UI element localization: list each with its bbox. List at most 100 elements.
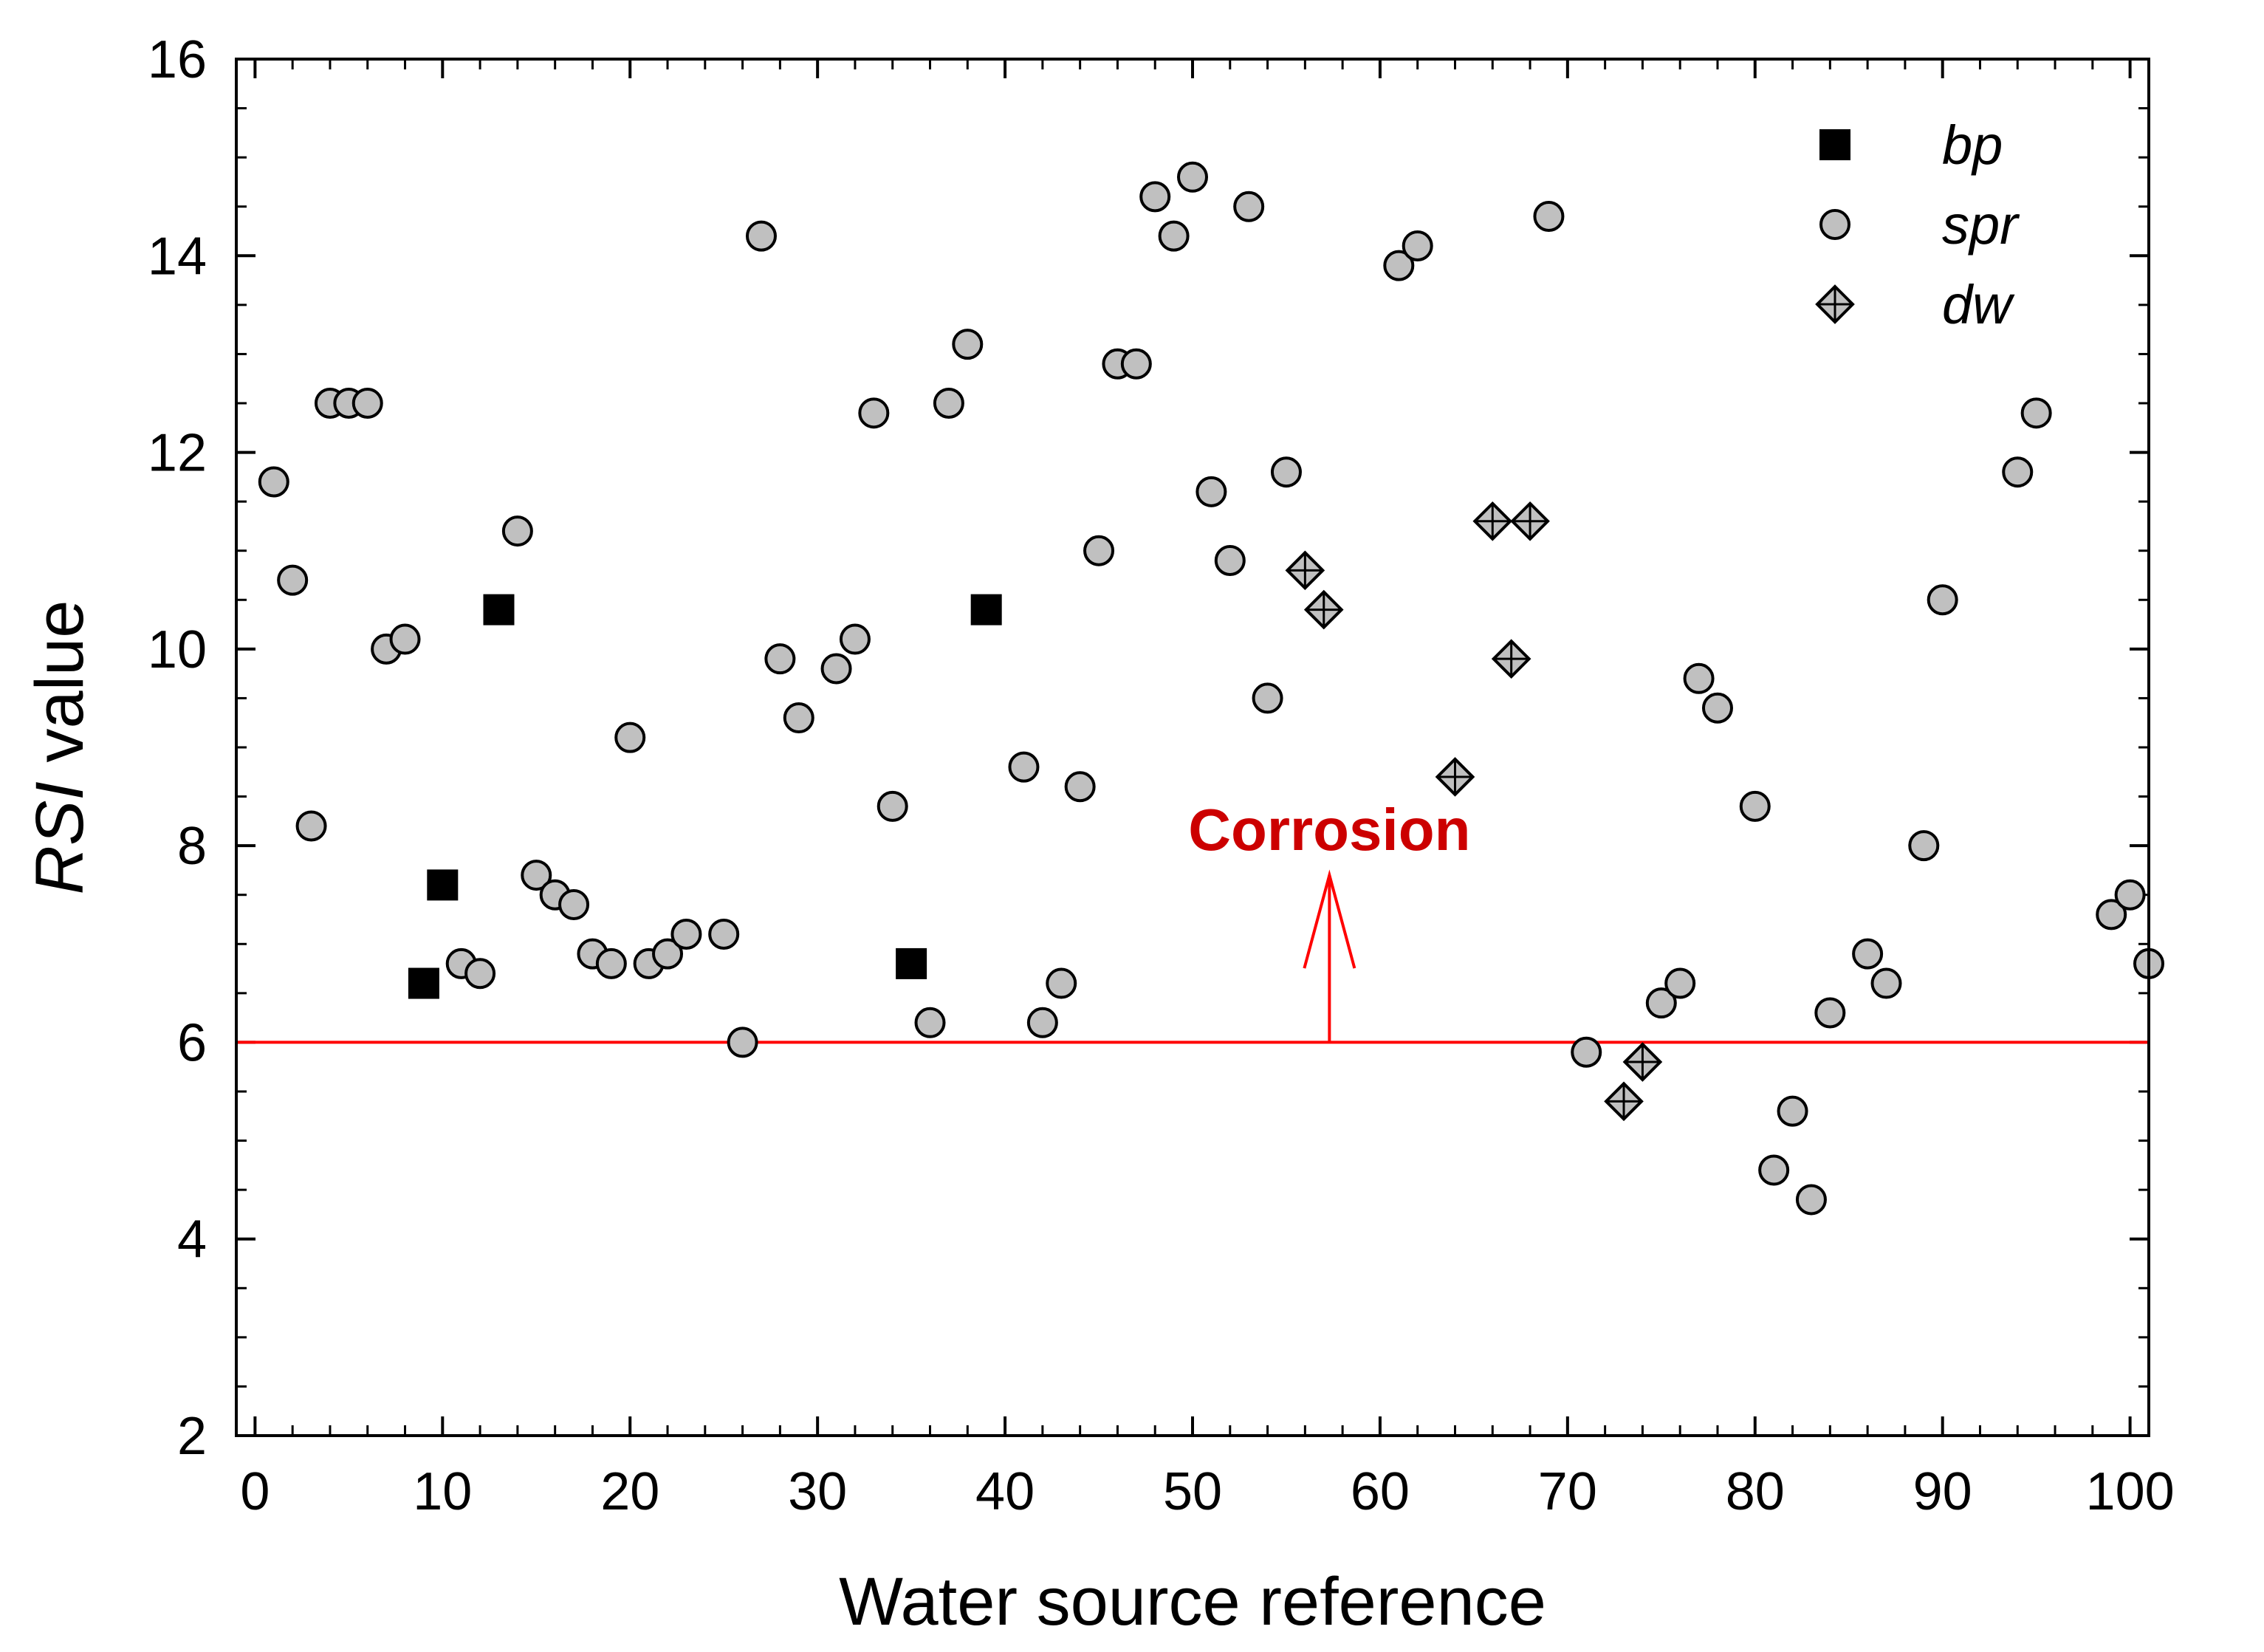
point-dw	[1622, 1042, 1663, 1082]
point-bp	[483, 594, 515, 626]
x-tick-label: 80	[1726, 1462, 1785, 1521]
point-dw	[1472, 501, 1513, 541]
point-spr	[1214, 545, 1246, 577]
point-spr	[464, 958, 496, 990]
point-spr	[1046, 967, 1077, 999]
point-spr	[1270, 456, 1302, 488]
point-spr	[558, 889, 590, 921]
point-spr	[258, 466, 289, 498]
point-spr	[1571, 1036, 1602, 1068]
point-spr	[877, 790, 908, 822]
point-dw	[1285, 550, 1325, 591]
point-spr	[708, 918, 740, 950]
legend-markers	[1815, 129, 1855, 324]
y-axis-title: RSI value	[22, 600, 97, 895]
point-spr	[2096, 899, 2127, 930]
point-spr	[1064, 771, 1096, 803]
point-spr	[351, 388, 383, 419]
point-bp	[427, 869, 459, 901]
point-dw	[1435, 757, 1475, 797]
point-spr	[858, 397, 890, 429]
point-spr	[1683, 662, 1715, 694]
x-tick-label: 90	[1913, 1462, 1972, 1521]
y-tick-label: 10	[148, 620, 207, 679]
point-spr	[914, 1007, 946, 1038]
point-spr	[1196, 476, 1227, 507]
point-spr	[1383, 250, 1415, 281]
point-spr	[501, 515, 533, 547]
point-dw	[1604, 1081, 1644, 1122]
legend: bp spr dw	[1815, 114, 2020, 335]
point-bp	[408, 967, 439, 999]
point-spr	[1252, 682, 1283, 714]
point-spr	[2020, 397, 2052, 429]
point-bp	[896, 947, 927, 979]
point-dw	[1491, 639, 1531, 679]
y-tick-label: 6	[177, 1013, 207, 1072]
x-tick-label: 100	[2086, 1462, 2175, 1521]
point-spr	[1120, 348, 1152, 380]
point-dw	[1510, 501, 1550, 541]
point-spr	[1758, 1154, 1790, 1186]
x-tick-label: 10	[413, 1462, 472, 1521]
corrosion-arrow-head	[1303, 869, 1356, 969]
point-spr	[1777, 1095, 1808, 1127]
x-tick-label: 30	[788, 1462, 847, 1521]
y-tick-label: 16	[148, 30, 207, 89]
point-spr	[1645, 987, 1677, 1019]
point-spr	[1083, 535, 1115, 566]
x-tick-label: 70	[1538, 1462, 1597, 1521]
plot-frame	[235, 58, 2150, 1437]
point-spr	[820, 653, 852, 685]
y-tick-label: 14	[148, 227, 207, 286]
axis-tick-labels: 0 10 20 30 40 50 60 70 80 90 100 2 4 6 8 10 12 14 16	[148, 30, 2175, 1521]
point-spr	[1402, 230, 1433, 261]
point-spr	[389, 623, 421, 655]
point-spr	[1008, 751, 1040, 783]
y-tick-label: 4	[177, 1210, 207, 1269]
y-tick-label: 2	[177, 1407, 207, 1466]
legend-label-dw: dw	[1942, 274, 2015, 335]
point-spr	[595, 947, 627, 979]
point-spr	[277, 564, 309, 596]
point-spr	[839, 623, 871, 655]
corrosion-annotation: Corrosion	[1188, 797, 1470, 863]
legend-label-bp: bp	[1942, 114, 2003, 176]
point-spr	[521, 860, 552, 891]
point-spr	[2114, 879, 2146, 911]
x-axis-title: Water source reference	[839, 1564, 1546, 1639]
point-spr	[2002, 456, 2034, 488]
legend-marker-dw	[1815, 284, 1855, 324]
point-spr	[1739, 790, 1771, 822]
x-tick-label: 50	[1163, 1462, 1222, 1521]
point-spr	[1870, 967, 1902, 999]
point-spr	[614, 722, 646, 753]
point-spr	[1158, 220, 1190, 252]
legend-marker-bp	[1819, 129, 1850, 160]
x-tick-label: 0	[240, 1462, 270, 1521]
point-spr	[670, 918, 702, 950]
legend-label-spr: spr	[1942, 194, 2020, 256]
point-spr	[1701, 692, 1733, 724]
point-spr	[1664, 967, 1696, 999]
point-spr	[295, 810, 327, 842]
point-spr	[1139, 181, 1171, 213]
point-spr	[652, 938, 684, 970]
point-dw	[1303, 589, 1344, 630]
y-axis-title-rest: value	[22, 600, 97, 782]
point-spr	[1814, 997, 1846, 1029]
point-bp	[970, 594, 1002, 626]
x-tick-label: 60	[1351, 1462, 1410, 1521]
point-spr	[1026, 1007, 1058, 1038]
point-spr	[1177, 161, 1208, 193]
legend-marker-spr	[1819, 209, 1850, 240]
point-spr	[764, 643, 796, 675]
point-spr	[1795, 1184, 1827, 1216]
point-spr	[1233, 191, 1265, 222]
point-spr	[1852, 938, 1884, 970]
point-spr	[933, 388, 964, 419]
point-spr	[1927, 584, 1958, 616]
x-tick-label: 20	[600, 1462, 659, 1521]
point-spr	[952, 329, 984, 360]
